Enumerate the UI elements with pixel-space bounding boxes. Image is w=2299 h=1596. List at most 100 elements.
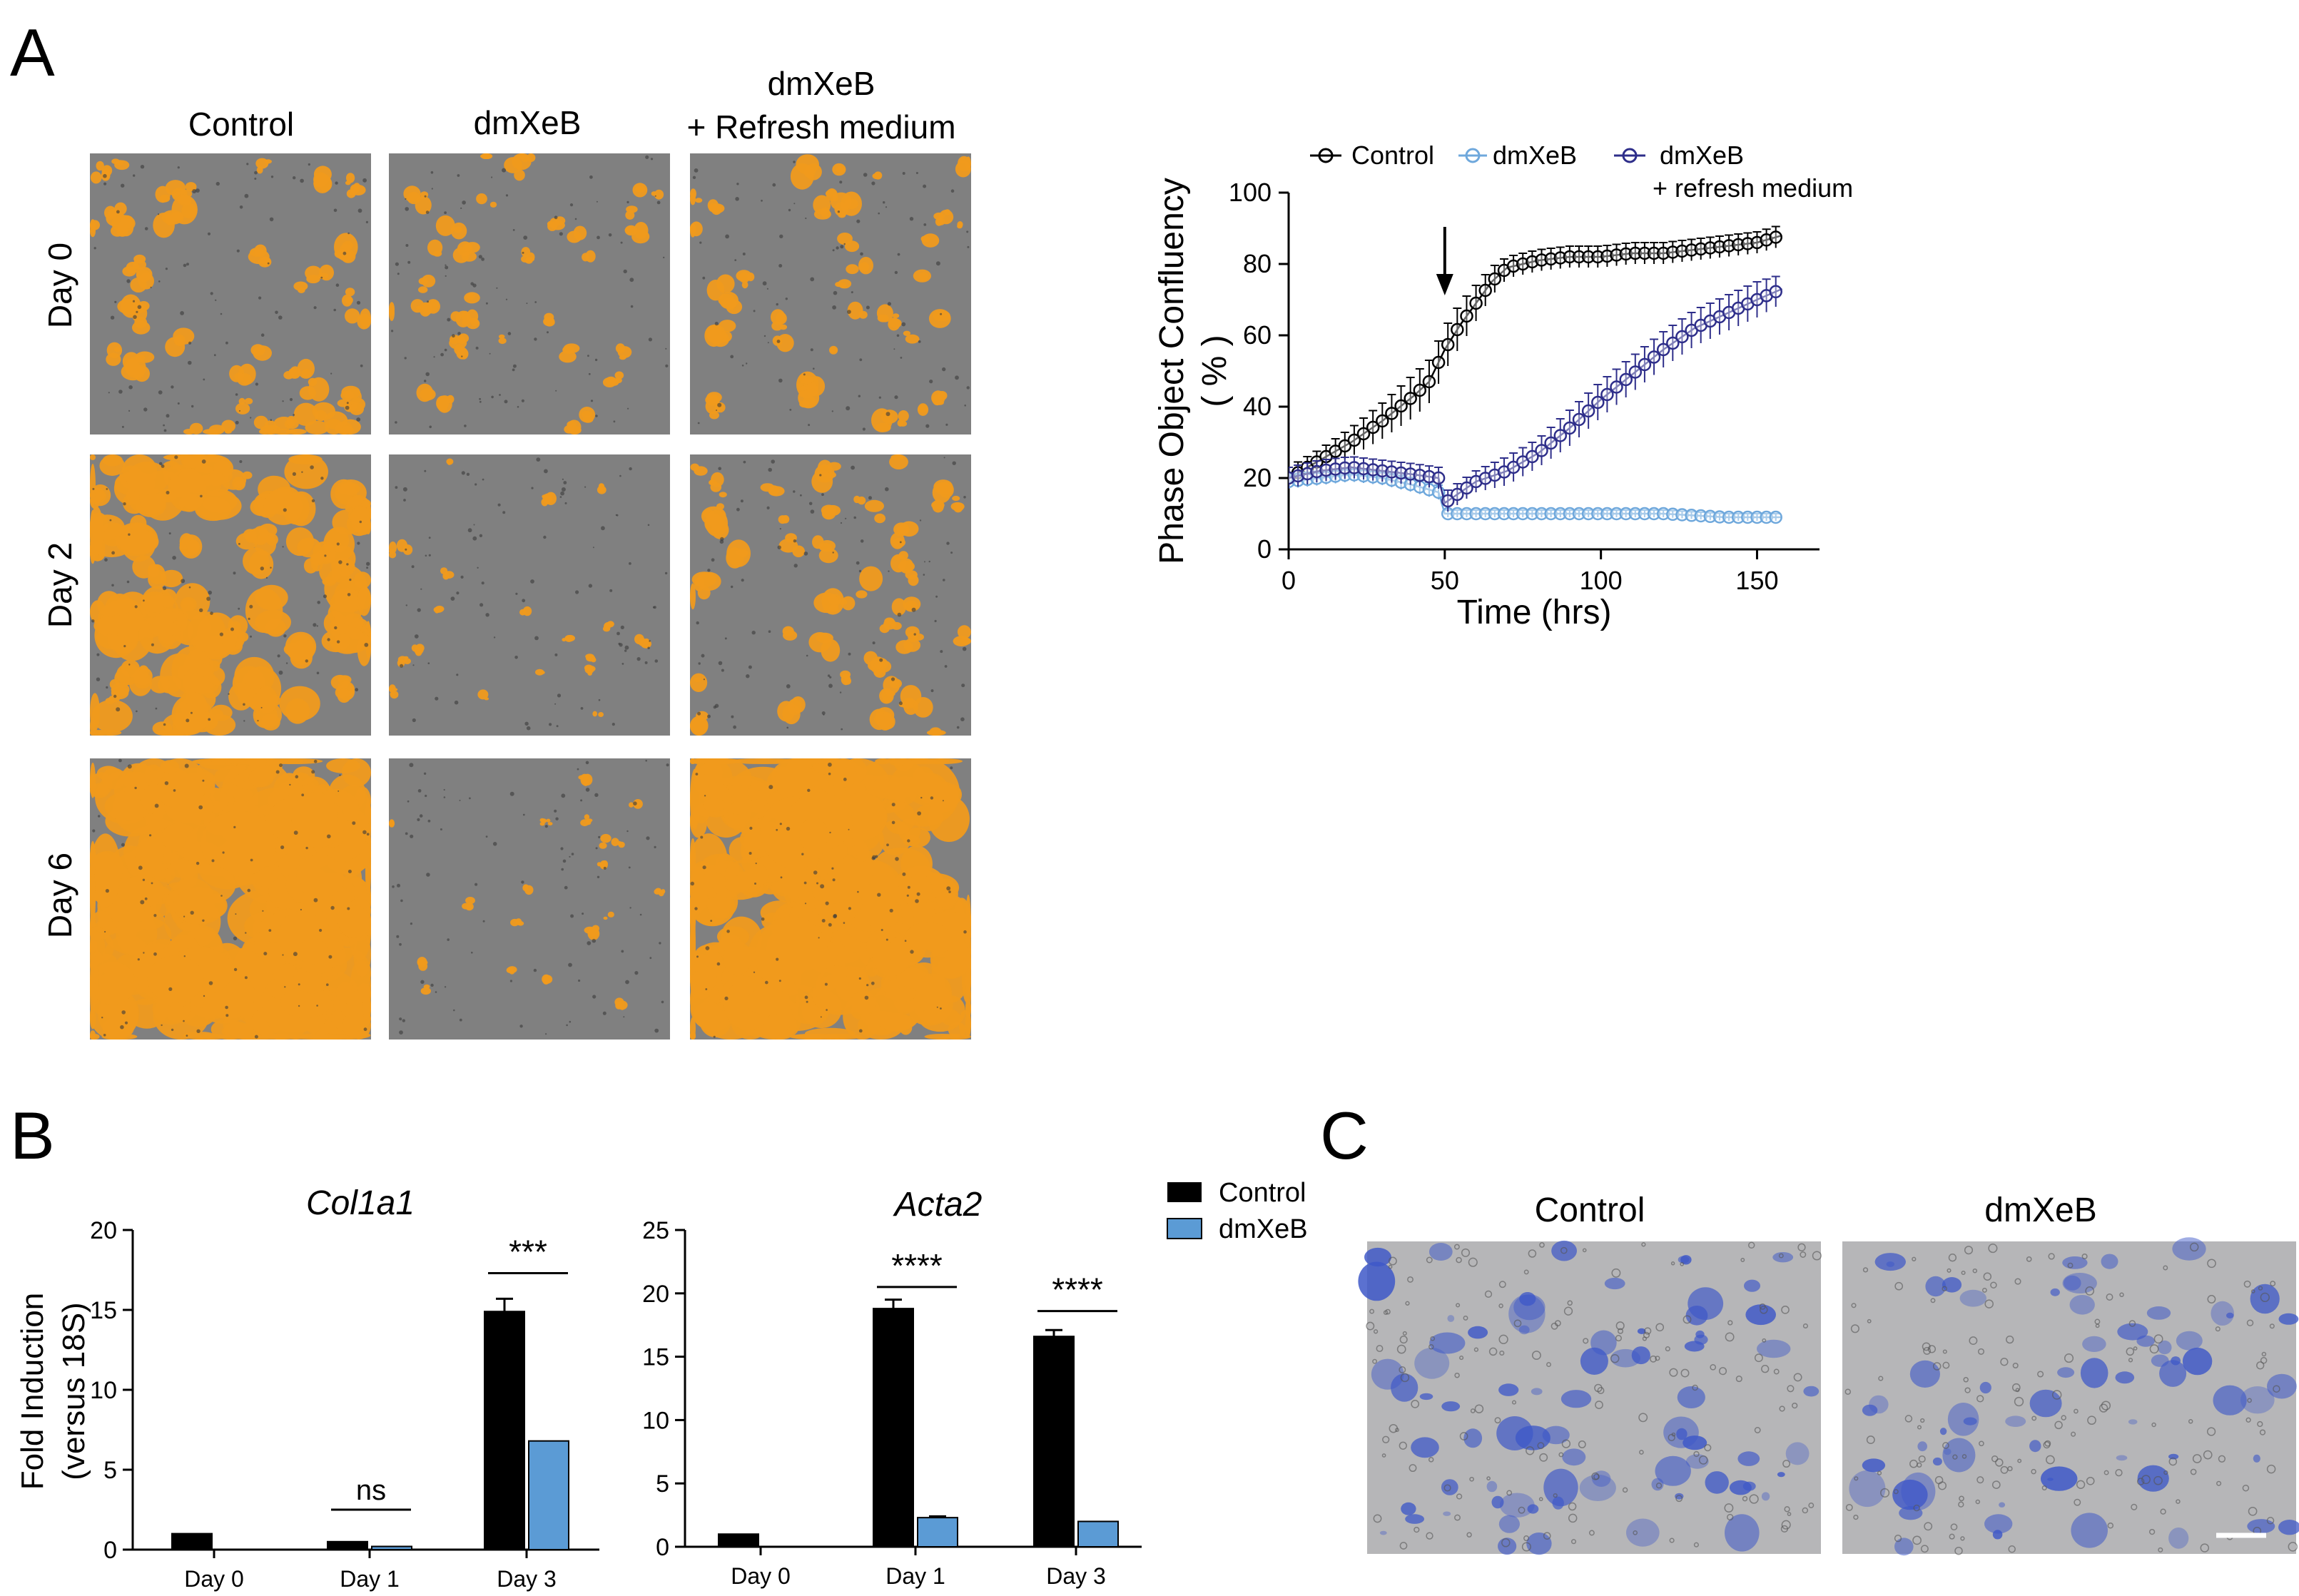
cell-cluster bbox=[541, 498, 549, 507]
micrograph-bg bbox=[389, 153, 670, 434]
stain-cluster bbox=[2064, 1275, 2081, 1291]
cell-outline bbox=[1399, 1366, 1406, 1373]
cell-dot bbox=[613, 420, 616, 423]
cell-outline bbox=[1655, 1323, 1665, 1332]
cell-dot bbox=[320, 477, 324, 480]
cell-dot bbox=[751, 631, 756, 635]
cell-dot bbox=[736, 183, 739, 185]
cell-dot bbox=[819, 474, 822, 477]
cell-dot bbox=[724, 996, 729, 1000]
cell-dot bbox=[934, 619, 937, 623]
cell-outline bbox=[1693, 1542, 1699, 1547]
cell-outline bbox=[1400, 1373, 1410, 1383]
cell-cluster bbox=[883, 619, 897, 630]
col-header-control: Control bbox=[188, 106, 294, 143]
data-point bbox=[1291, 469, 1305, 483]
cell-dot bbox=[255, 382, 258, 386]
cell-dot bbox=[165, 268, 168, 270]
cell-outline bbox=[2247, 1398, 2252, 1403]
cell-dot bbox=[560, 847, 564, 850]
cell-cluster bbox=[422, 305, 430, 313]
cell-dot bbox=[128, 410, 131, 412]
cell-cluster bbox=[888, 317, 900, 331]
cell-dot bbox=[801, 853, 804, 855]
cell-dot bbox=[526, 303, 528, 305]
cell-outline bbox=[1904, 1415, 1913, 1423]
cell-dot bbox=[950, 189, 955, 193]
cell-cluster bbox=[319, 558, 342, 584]
cell-dot bbox=[740, 499, 744, 503]
cell-dot bbox=[858, 977, 861, 980]
stain-cluster bbox=[1526, 1533, 1552, 1555]
cell-dot bbox=[225, 1014, 229, 1017]
data-point bbox=[1675, 244, 1689, 258]
cell-outline bbox=[1597, 1387, 1605, 1394]
cell-outline bbox=[1735, 1376, 1742, 1383]
cell-cluster bbox=[435, 605, 445, 613]
cell-dot bbox=[620, 241, 623, 244]
cell-dot bbox=[562, 478, 564, 480]
data-point bbox=[1478, 283, 1492, 298]
cell-outline bbox=[1385, 1308, 1391, 1315]
cell-dot bbox=[698, 662, 701, 665]
cell-dot bbox=[943, 457, 945, 459]
cell-cluster bbox=[235, 402, 250, 415]
cell-dot bbox=[730, 585, 734, 589]
cell-outline bbox=[1655, 1356, 1660, 1361]
cell-cluster bbox=[147, 955, 204, 1003]
cell-cluster bbox=[299, 386, 317, 400]
stain-cluster bbox=[1939, 1428, 1947, 1435]
data-point bbox=[1338, 461, 1352, 475]
cell-dot bbox=[479, 534, 483, 537]
cell-outline bbox=[1568, 1513, 1578, 1523]
cell-dot bbox=[913, 633, 916, 636]
stain-cluster bbox=[1925, 1276, 1947, 1297]
cell-outline bbox=[2176, 1499, 2181, 1504]
cell-outline bbox=[2074, 1408, 2079, 1414]
cell-dot bbox=[530, 579, 534, 584]
cell-dot bbox=[659, 942, 661, 945]
cell-dot bbox=[828, 762, 832, 767]
cell-dot bbox=[457, 332, 461, 335]
cell-outline bbox=[1995, 1458, 2004, 1467]
cell-dot bbox=[825, 901, 829, 905]
cell-dot bbox=[544, 825, 548, 828]
cell-dot bbox=[776, 828, 778, 831]
cell-dot bbox=[469, 797, 471, 800]
cell-dot bbox=[91, 619, 95, 623]
cell-cluster bbox=[917, 403, 929, 416]
cell-cluster bbox=[389, 820, 395, 828]
cell-dot bbox=[404, 357, 407, 360]
cell-dot bbox=[456, 591, 460, 595]
cell-cluster bbox=[634, 634, 644, 645]
cell-dot bbox=[592, 995, 597, 999]
cell-dot bbox=[489, 352, 491, 355]
cell-dot bbox=[186, 1035, 188, 1037]
cell-dot bbox=[878, 212, 880, 215]
cell-outline bbox=[2259, 1429, 2266, 1435]
cell-dot bbox=[467, 528, 472, 533]
cell-cluster bbox=[221, 420, 235, 432]
cell-outline bbox=[2270, 1281, 2276, 1287]
data-point bbox=[1675, 508, 1689, 522]
cell-outline bbox=[1426, 1256, 1433, 1264]
data-point bbox=[1526, 507, 1539, 521]
cell-cluster bbox=[90, 833, 121, 908]
cell-outline bbox=[1893, 1489, 1899, 1495]
cell-dot bbox=[111, 584, 114, 587]
cell-cluster bbox=[836, 166, 845, 173]
cell-dot bbox=[868, 496, 872, 500]
cell-outline bbox=[1583, 1338, 1589, 1344]
cell-dot bbox=[557, 693, 562, 698]
cell-dot bbox=[293, 952, 298, 957]
cell-dot bbox=[512, 368, 515, 372]
cell-dot bbox=[447, 938, 450, 941]
cell-dot bbox=[544, 469, 548, 474]
cell-dot bbox=[871, 981, 875, 985]
stain-cluster bbox=[1515, 1425, 1551, 1450]
data-point bbox=[1666, 336, 1680, 350]
data-point bbox=[1712, 240, 1727, 254]
cell-dot bbox=[587, 355, 589, 357]
